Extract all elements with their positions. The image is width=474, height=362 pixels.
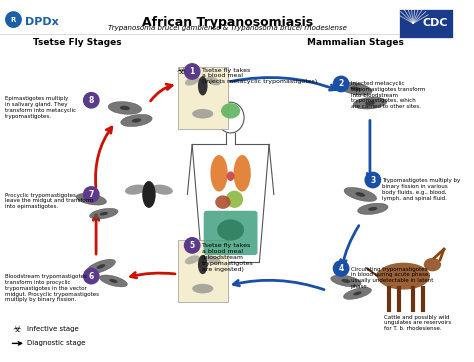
Circle shape	[83, 269, 99, 284]
Text: 5: 5	[190, 241, 195, 250]
Ellipse shape	[87, 197, 96, 201]
Text: Tsetse fly takes
a blood meal
(injects metacyclic trypomastigotes): Tsetse fly takes a blood meal (injects m…	[202, 68, 317, 84]
Text: 1: 1	[190, 67, 195, 76]
Ellipse shape	[109, 279, 118, 283]
Ellipse shape	[356, 192, 365, 197]
Ellipse shape	[331, 275, 361, 287]
Text: ☣: ☣	[13, 324, 22, 334]
Text: Tsetse fly takes
a blood meal
(bloodstream
trypomastigotes
are ingested): Tsetse fly takes a blood meal (bloodstre…	[202, 244, 254, 272]
Ellipse shape	[121, 114, 152, 127]
Ellipse shape	[152, 185, 173, 195]
Circle shape	[83, 187, 99, 202]
Ellipse shape	[120, 106, 130, 110]
Ellipse shape	[108, 102, 142, 114]
Ellipse shape	[198, 255, 208, 274]
Ellipse shape	[215, 195, 231, 209]
Ellipse shape	[100, 212, 108, 215]
Ellipse shape	[339, 83, 372, 95]
Text: ☣: ☣	[176, 67, 185, 76]
Ellipse shape	[353, 97, 387, 109]
Ellipse shape	[142, 181, 155, 208]
Ellipse shape	[377, 263, 430, 290]
Circle shape	[333, 261, 349, 276]
Text: Trypanosoma brucei gambiense & Trypanosoma brucei rhodesiense: Trypanosoma brucei gambiense & Trypanoso…	[108, 25, 347, 31]
Text: Circulating trypomastigotes
in blood during acute phase;
usually undetectable in: Circulating trypomastigotes in blood dur…	[351, 266, 433, 289]
Ellipse shape	[226, 191, 243, 208]
Text: R: R	[11, 17, 16, 22]
Text: Epimastigotes multiply
in salivary gland. They
transform into metacyclic
trypoma: Epimastigotes multiply in salivary gland…	[5, 96, 76, 119]
Circle shape	[184, 64, 200, 79]
Ellipse shape	[357, 203, 388, 215]
Ellipse shape	[97, 264, 105, 269]
FancyBboxPatch shape	[204, 211, 257, 255]
Text: 6: 6	[89, 272, 94, 281]
Text: Procyclic trypomastigotes
leave the midgut and transform
into epimastigotes.: Procyclic trypomastigotes leave the midg…	[5, 193, 93, 209]
Text: 4: 4	[338, 264, 344, 273]
Ellipse shape	[341, 279, 350, 283]
Text: Trypomastigotes multiply by
binary fission in various
body fluids, e.g., blood,
: Trypomastigotes multiply by binary fissi…	[383, 178, 461, 201]
Text: African Trypanosomiasis: African Trypanosomiasis	[142, 16, 313, 29]
Ellipse shape	[185, 77, 200, 85]
Text: Infective stage: Infective stage	[27, 326, 79, 332]
Circle shape	[83, 93, 99, 108]
Ellipse shape	[217, 219, 244, 241]
FancyBboxPatch shape	[0, 7, 456, 355]
Text: 3: 3	[370, 176, 375, 185]
Circle shape	[365, 172, 381, 188]
Text: Injected metacyclic
trypomastigotes transform
into bloodstream
trypomastigotes, : Injected metacyclic trypomastigotes tran…	[351, 81, 425, 109]
Ellipse shape	[90, 208, 118, 219]
Ellipse shape	[227, 171, 235, 181]
Text: Tsetse Fly Stages: Tsetse Fly Stages	[33, 38, 121, 47]
Ellipse shape	[424, 258, 441, 272]
Ellipse shape	[353, 291, 362, 295]
Ellipse shape	[198, 76, 208, 96]
Ellipse shape	[351, 87, 361, 91]
FancyBboxPatch shape	[399, 9, 453, 38]
FancyBboxPatch shape	[178, 240, 228, 302]
Ellipse shape	[185, 255, 200, 264]
Text: DPDx: DPDx	[25, 17, 59, 27]
Ellipse shape	[132, 118, 141, 123]
Text: 7: 7	[89, 190, 94, 199]
Text: 2: 2	[338, 79, 344, 88]
Ellipse shape	[206, 255, 221, 264]
Ellipse shape	[125, 185, 146, 195]
Text: CDC: CDC	[422, 18, 448, 28]
Circle shape	[184, 238, 200, 253]
Ellipse shape	[365, 101, 375, 105]
Ellipse shape	[234, 155, 251, 191]
Ellipse shape	[192, 109, 213, 118]
Ellipse shape	[192, 284, 213, 294]
Ellipse shape	[221, 103, 240, 118]
Text: Bloodstream trypomastigotes
transform into procyclic
trypomastigotes in the vect: Bloodstream trypomastigotes transform in…	[5, 274, 99, 302]
Ellipse shape	[210, 155, 228, 191]
Circle shape	[6, 12, 21, 27]
Ellipse shape	[344, 287, 372, 299]
Ellipse shape	[206, 77, 221, 85]
Text: Diagnostic stage: Diagnostic stage	[27, 340, 85, 346]
Ellipse shape	[100, 275, 128, 287]
Ellipse shape	[76, 193, 107, 205]
FancyBboxPatch shape	[178, 67, 228, 129]
Text: Cattle and possibly wild
ungulates are reservoirs
for T. b. rhodesiense.: Cattle and possibly wild ungulates are r…	[384, 315, 451, 331]
Ellipse shape	[86, 259, 116, 274]
Text: 8: 8	[89, 96, 94, 105]
Ellipse shape	[344, 188, 377, 202]
Circle shape	[333, 76, 349, 92]
Text: Mammalian Stages: Mammalian Stages	[307, 38, 404, 47]
Ellipse shape	[368, 207, 377, 211]
